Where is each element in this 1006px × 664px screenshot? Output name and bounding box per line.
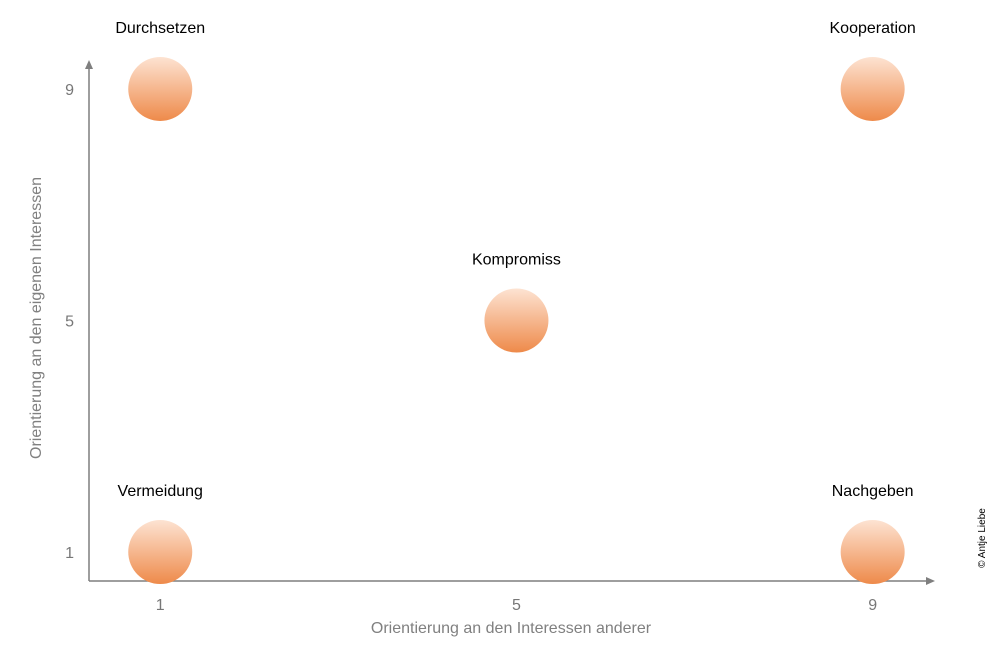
data-points: Durchsetzen Kooperation Kompromiss Vermeidu… bbox=[115, 20, 916, 585]
axes bbox=[85, 60, 935, 585]
x-tick-label: 1 bbox=[156, 597, 165, 614]
point-label-kooperation: Kooperation bbox=[830, 20, 916, 37]
data-point-vermeidung bbox=[128, 520, 193, 585]
y-axis-arrowhead bbox=[85, 60, 93, 69]
point-label-vermeidung: Vermeidung bbox=[118, 483, 203, 500]
point-label-kompromiss: Kompromiss bbox=[472, 252, 561, 269]
copyright-note: © Antje Liebe bbox=[977, 508, 988, 568]
data-point-kooperation bbox=[840, 56, 905, 121]
data-point-kompromiss bbox=[484, 288, 549, 353]
x-axis-arrowhead bbox=[926, 577, 935, 585]
x-tick-label: 5 bbox=[512, 597, 521, 614]
data-point-nachgeben bbox=[840, 520, 905, 585]
point-label-durchsetzen: Durchsetzen bbox=[115, 20, 205, 37]
y-tick-label: 1 bbox=[65, 545, 74, 562]
x-axis-label: Orientierung an den Interessen anderer bbox=[371, 620, 652, 637]
tick-labels: 1 5 9 1 5 9 bbox=[65, 82, 877, 614]
y-axis-label: Orientierung an den eigenen Interessen bbox=[28, 177, 45, 459]
x-tick-label: 9 bbox=[868, 597, 877, 614]
point-label-nachgeben: Nachgeben bbox=[832, 483, 914, 500]
y-tick-label: 9 bbox=[65, 82, 74, 99]
data-point-durchsetzen bbox=[128, 56, 193, 121]
y-tick-label: 5 bbox=[65, 314, 74, 331]
